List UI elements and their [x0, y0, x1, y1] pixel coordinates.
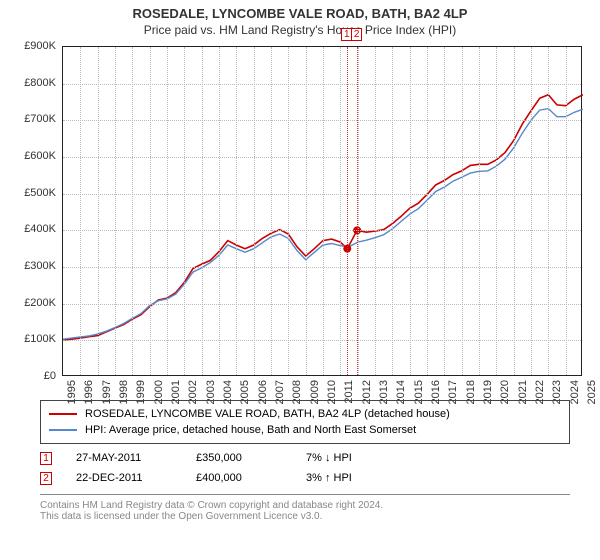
sale-row: 2 22-DEC-2011£400,0003% ↑ HPI [40, 468, 570, 488]
sale-price: £400,000 [196, 472, 306, 484]
y-tick-label: £400K [0, 223, 56, 235]
sale-vline [347, 47, 348, 375]
y-tick-label: £800K [0, 77, 56, 89]
y-tick-label: £900K [0, 40, 56, 52]
footer-attribution: Contains HM Land Registry data © Crown c… [40, 494, 570, 522]
legend-label: HPI: Average price, detached house, Bath… [85, 424, 416, 436]
x-tick-label: 2025 [586, 380, 598, 404]
legend-swatch [49, 413, 77, 415]
footer-line-1: Contains HM Land Registry data © Crown c… [40, 500, 570, 511]
sale-date: 27-MAY-2011 [76, 452, 196, 464]
sale-date: 22-DEC-2011 [76, 472, 196, 484]
y-tick-label: £300K [0, 260, 56, 272]
y-tick-label: £600K [0, 150, 56, 162]
y-tick-label: £0 [0, 370, 56, 382]
legend: ROSEDALE, LYNCOMBE VALE ROAD, BATH, BA2 … [40, 400, 570, 444]
sale-index: 2 [40, 472, 52, 485]
x-tick-label: 2024 [569, 380, 581, 404]
y-tick-label: £100K [0, 333, 56, 345]
legend-label: ROSEDALE, LYNCOMBE VALE ROAD, BATH, BA2 … [85, 408, 450, 420]
legend-swatch [49, 429, 77, 431]
sale-price: £350,000 [196, 452, 306, 464]
plot-box [62, 46, 582, 376]
sale-index: 1 [40, 452, 52, 465]
y-tick-label: £500K [0, 187, 56, 199]
chart-title-primary: ROSEDALE, LYNCOMBE VALE ROAD, BATH, BA2 … [0, 6, 600, 21]
legend-row: ROSEDALE, LYNCOMBE VALE ROAD, BATH, BA2 … [49, 406, 561, 422]
sale-marker-index: 2 [351, 28, 362, 41]
legend-row: HPI: Average price, detached house, Bath… [49, 422, 561, 438]
sale-delta-vs-hpi: 7% ↓ HPI [306, 452, 426, 464]
sales-table: 1 27-MAY-2011£350,0007% ↓ HPI 2 22-DEC-2011… [40, 448, 570, 488]
y-tick-label: £700K [0, 113, 56, 125]
sale-row: 1 27-MAY-2011£350,0007% ↓ HPI [40, 448, 570, 468]
y-tick-label: £200K [0, 297, 56, 309]
chart-plot-area: 1995199619971998199920002001200220032004… [62, 46, 582, 376]
chart-container: ROSEDALE, LYNCOMBE VALE ROAD, BATH, BA2 … [0, 0, 600, 560]
sale-delta-vs-hpi: 3% ↑ HPI [306, 472, 426, 484]
sale-vline [357, 47, 358, 375]
footer-line-2: This data is licensed under the Open Gov… [40, 511, 570, 522]
sale-marker-labels-top: 12 [62, 28, 582, 44]
